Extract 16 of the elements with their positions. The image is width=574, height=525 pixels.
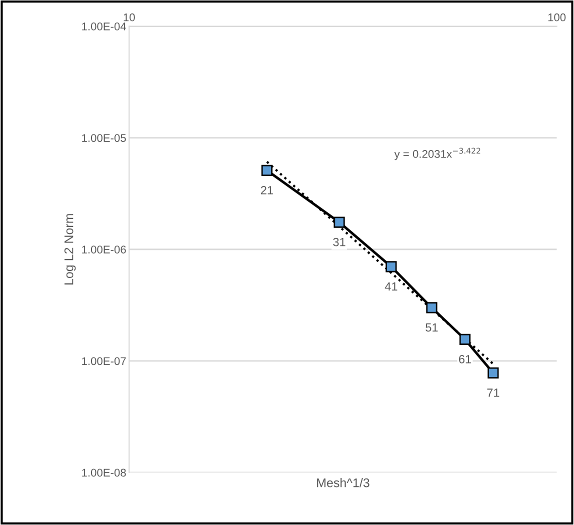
x-axis-title: Mesh^1/3 — [317, 478, 370, 488]
y-tick-label: 1.00E-05 — [82, 134, 126, 142]
annotation: 41 — [384, 282, 398, 290]
annotation: 31 — [333, 238, 346, 246]
y-tick-label: 1.00E-06 — [82, 246, 126, 254]
y-tick-label: 1.00E-07 — [82, 357, 126, 366]
x-tick-label: 100 — [548, 13, 566, 22]
y-tick-label: 1.00E-04 — [82, 22, 126, 30]
x-tick-label: 10 — [124, 13, 135, 22]
annotation: 61 — [459, 354, 471, 364]
annotation: y = 0.2031x$^{−3.422}$ — [394, 148, 480, 160]
annotation: 51 — [426, 323, 438, 332]
annotation: 71 — [487, 388, 500, 397]
y-axis-title: Log L2 Norm — [64, 214, 76, 284]
y-tick-label: 1.00E-08 — [82, 468, 126, 477]
annotation: 21 — [260, 186, 273, 194]
